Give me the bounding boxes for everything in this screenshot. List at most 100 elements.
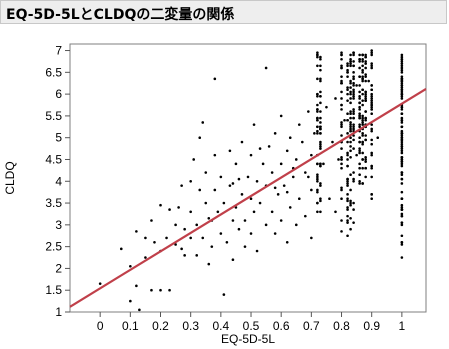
data-point — [352, 208, 355, 211]
data-point — [358, 94, 361, 98]
data-point — [370, 49, 373, 52]
data-point — [370, 123, 373, 126]
data-point — [400, 240, 404, 244]
data-points — [98, 49, 404, 312]
data-point — [364, 97, 367, 100]
data-point — [240, 140, 244, 144]
data-point — [361, 166, 364, 170]
data-point — [400, 108, 404, 111]
data-point — [189, 179, 192, 183]
data-point — [358, 108, 361, 111]
data-point — [294, 158, 298, 161]
data-point — [370, 164, 373, 168]
data-point — [370, 105, 373, 109]
x-tick-label: 0.2 — [152, 319, 169, 333]
data-point — [352, 92, 355, 96]
data-point — [352, 64, 355, 68]
data-point — [370, 94, 373, 98]
data-point — [400, 203, 404, 207]
data-point — [361, 134, 364, 137]
data-point — [352, 84, 355, 87]
data-point — [337, 158, 340, 161]
data-point — [346, 182, 349, 185]
data-point — [358, 182, 361, 185]
data-point — [204, 201, 208, 205]
data-point — [316, 103, 319, 107]
data-point — [361, 103, 364, 107]
data-point — [340, 166, 343, 170]
data-point — [334, 97, 337, 100]
y-tick-label: 1 — [55, 305, 62, 319]
data-point — [370, 66, 373, 70]
data-point — [346, 132, 349, 135]
data-point — [400, 136, 404, 139]
data-point — [370, 108, 373, 111]
data-point — [319, 132, 322, 135]
data-point — [370, 92, 373, 96]
data-point — [319, 68, 322, 72]
data-point — [319, 116, 322, 120]
data-point — [288, 206, 292, 209]
data-point — [316, 77, 319, 81]
data-point — [316, 110, 319, 113]
data-point — [319, 210, 322, 214]
data-point — [153, 240, 156, 244]
data-point — [361, 53, 364, 57]
data-point — [316, 173, 319, 177]
data-point — [400, 116, 404, 120]
data-point — [349, 90, 352, 94]
data-point — [358, 151, 361, 155]
data-point — [346, 153, 349, 157]
data-point — [400, 62, 404, 65]
data-point — [352, 171, 355, 174]
data-point — [316, 125, 319, 129]
data-point — [367, 79, 370, 83]
data-point — [319, 147, 322, 150]
data-point — [400, 112, 404, 116]
data-point — [343, 118, 346, 122]
data-point — [319, 197, 322, 200]
data-point — [361, 64, 364, 68]
data-point — [370, 88, 373, 92]
data-point — [316, 201, 319, 205]
data-point — [273, 186, 277, 190]
data-point — [400, 71, 404, 74]
data-point — [279, 219, 283, 222]
data-point — [361, 99, 364, 102]
data-point — [252, 123, 256, 126]
data-point — [285, 149, 289, 153]
data-point — [249, 153, 253, 157]
data-point — [144, 256, 147, 259]
data-point — [319, 142, 322, 146]
data-point — [264, 223, 268, 227]
x-tick-label: 0.8 — [333, 319, 350, 333]
data-point — [340, 186, 343, 190]
data-point — [361, 121, 364, 124]
data-point — [349, 140, 352, 144]
data-point — [270, 171, 274, 174]
data-point — [346, 214, 349, 218]
data-point — [400, 208, 404, 211]
data-point — [346, 184, 349, 187]
data-point — [364, 118, 367, 122]
data-point — [340, 121, 343, 124]
data-point — [316, 177, 319, 181]
data-point — [316, 162, 319, 166]
data-point — [400, 92, 404, 96]
data-point — [349, 121, 352, 124]
data-point — [358, 147, 361, 150]
data-point — [243, 219, 247, 222]
data-point — [174, 223, 177, 227]
data-point — [370, 153, 373, 157]
data-point — [276, 193, 280, 196]
data-point — [340, 156, 343, 159]
data-point — [361, 116, 364, 120]
data-point — [364, 110, 367, 113]
y-tick-label: 6 — [55, 87, 62, 101]
data-point — [349, 127, 352, 131]
data-point — [129, 299, 132, 303]
data-point — [316, 129, 319, 133]
data-point — [400, 64, 404, 68]
data-point — [400, 158, 404, 161]
data-point — [325, 105, 328, 109]
